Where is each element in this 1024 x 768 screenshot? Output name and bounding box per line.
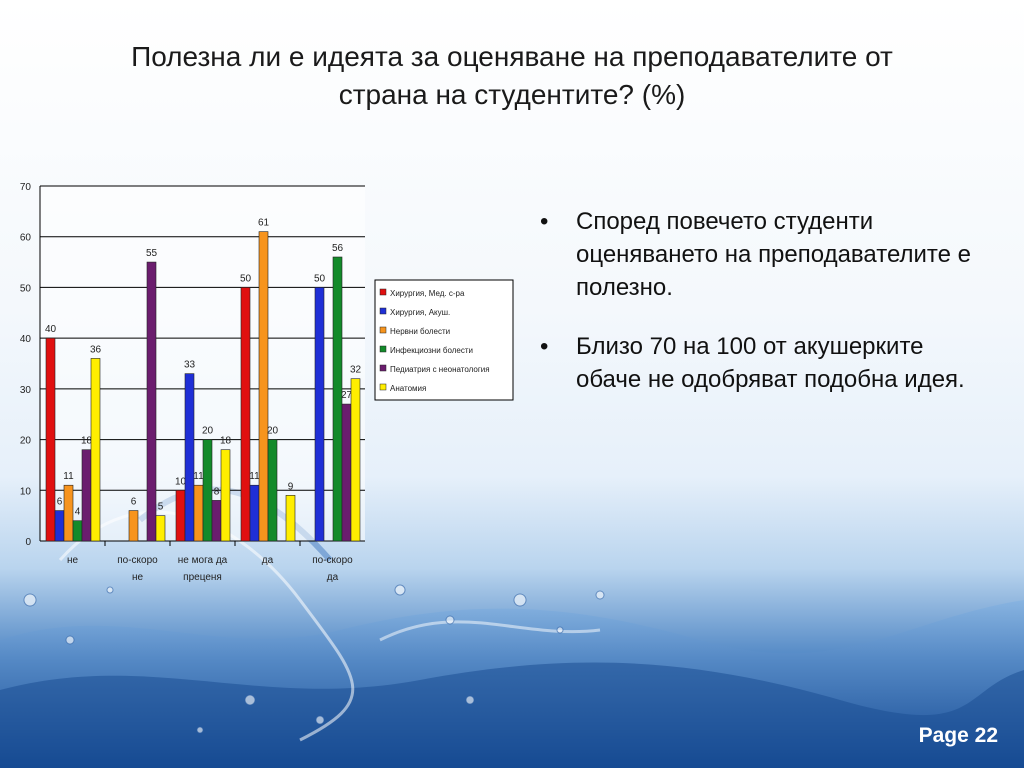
y-tick-label: 0	[25, 537, 31, 548]
x-tick-label: не мога да	[178, 555, 228, 566]
data-label: 6	[57, 497, 63, 508]
data-label: 33	[184, 360, 196, 371]
legend-label: Педиатрия с неонатология	[390, 365, 490, 374]
slide-title-line1: Полезна ли е идеята за оценяване на преп…	[131, 41, 893, 72]
legend-swatch	[379, 326, 387, 334]
bar	[175, 489, 186, 542]
data-label: 18	[81, 436, 93, 447]
legend-swatch	[379, 383, 387, 391]
x-tick-label: преценя	[183, 572, 222, 583]
y-tick-label: 50	[20, 283, 32, 294]
y-tick-label: 30	[20, 385, 32, 396]
bullet-symbol: •	[540, 208, 549, 235]
legend-label: Анатомия	[390, 384, 426, 393]
page-number: Page 22	[918, 724, 998, 747]
bar	[314, 287, 325, 542]
data-label: 11	[63, 471, 74, 482]
bar	[258, 231, 269, 542]
bar	[128, 510, 139, 542]
bar	[202, 439, 213, 542]
bar	[45, 337, 56, 542]
data-label: 40	[45, 324, 57, 335]
x-tick-label: по-скоро	[117, 555, 158, 566]
legend-label: Хирургия, Акуш.	[390, 308, 450, 317]
legend-box	[374, 279, 514, 401]
data-label: 8	[214, 486, 220, 497]
x-tick-label: да	[262, 555, 274, 566]
data-label: 36	[90, 344, 102, 355]
bullet-item: • Според повечето студенти оценяването н…	[540, 205, 980, 304]
y-tick-label: 40	[20, 334, 32, 345]
y-tick-label: 10	[20, 486, 32, 497]
bar	[155, 515, 166, 542]
x-tick-label: да	[327, 572, 339, 583]
data-label: 56	[332, 243, 344, 254]
bullet-list: • Според повечето студенти оценяването н…	[540, 205, 980, 422]
y-tick-label: 60	[20, 233, 32, 244]
bar	[63, 484, 74, 542]
bar	[146, 261, 157, 542]
data-label: 9	[288, 481, 294, 492]
bar	[211, 500, 222, 542]
bar	[220, 449, 231, 542]
data-label: 4	[75, 507, 81, 518]
legend-label: Нервни болести	[390, 327, 450, 336]
data-label: 27	[341, 390, 353, 401]
data-label: 6	[131, 497, 137, 508]
bar	[341, 403, 352, 542]
data-label: 5	[158, 502, 164, 513]
bar	[193, 484, 204, 542]
x-tick-label: по-скоро	[312, 555, 353, 566]
legend-label: Хирургия, Мед. с-ра	[390, 289, 465, 298]
x-tick-label: не	[132, 572, 144, 583]
slide-title-line2: страна на студентите? (%)	[338, 79, 686, 110]
data-label: 55	[146, 248, 158, 259]
bar	[72, 520, 83, 542]
bar	[90, 358, 101, 542]
bullet-symbol: •	[540, 333, 549, 360]
data-label: 11	[249, 471, 260, 482]
data-label: 50	[314, 273, 326, 284]
legend-swatch	[379, 307, 387, 315]
bar	[249, 484, 260, 542]
data-label: 32	[350, 365, 362, 376]
legend-swatch	[379, 364, 387, 372]
bar	[332, 256, 343, 542]
bar	[350, 378, 361, 542]
bullet-text: Близо 70 на 100 от акушерките обаче не о…	[576, 333, 965, 393]
slide-title: Полезна ли е идеята за оценяване на преп…	[60, 38, 964, 114]
data-label: 10	[175, 476, 187, 487]
data-label: 61	[258, 218, 270, 229]
bullet-item: • Близо 70 на 100 от акушерките обаче не…	[540, 330, 980, 396]
data-label: 11	[193, 471, 204, 482]
y-tick-label: 70	[20, 182, 32, 193]
bar	[285, 495, 296, 542]
x-tick-label: не	[67, 555, 79, 566]
bar	[240, 287, 251, 542]
legend-swatch	[379, 288, 387, 296]
bar	[184, 373, 195, 542]
data-label: 18	[220, 436, 232, 447]
bar	[54, 510, 65, 542]
bullet-text: Според повечето студенти оценяването на …	[576, 208, 971, 301]
legend-label: Инфекциозни болести	[390, 346, 473, 355]
legend-swatch	[379, 345, 387, 353]
bar	[267, 439, 278, 542]
y-tick-label: 20	[20, 436, 32, 447]
data-label: 20	[267, 426, 279, 437]
data-label: 20	[202, 426, 214, 437]
data-label: 50	[240, 273, 252, 284]
bar	[81, 449, 92, 542]
